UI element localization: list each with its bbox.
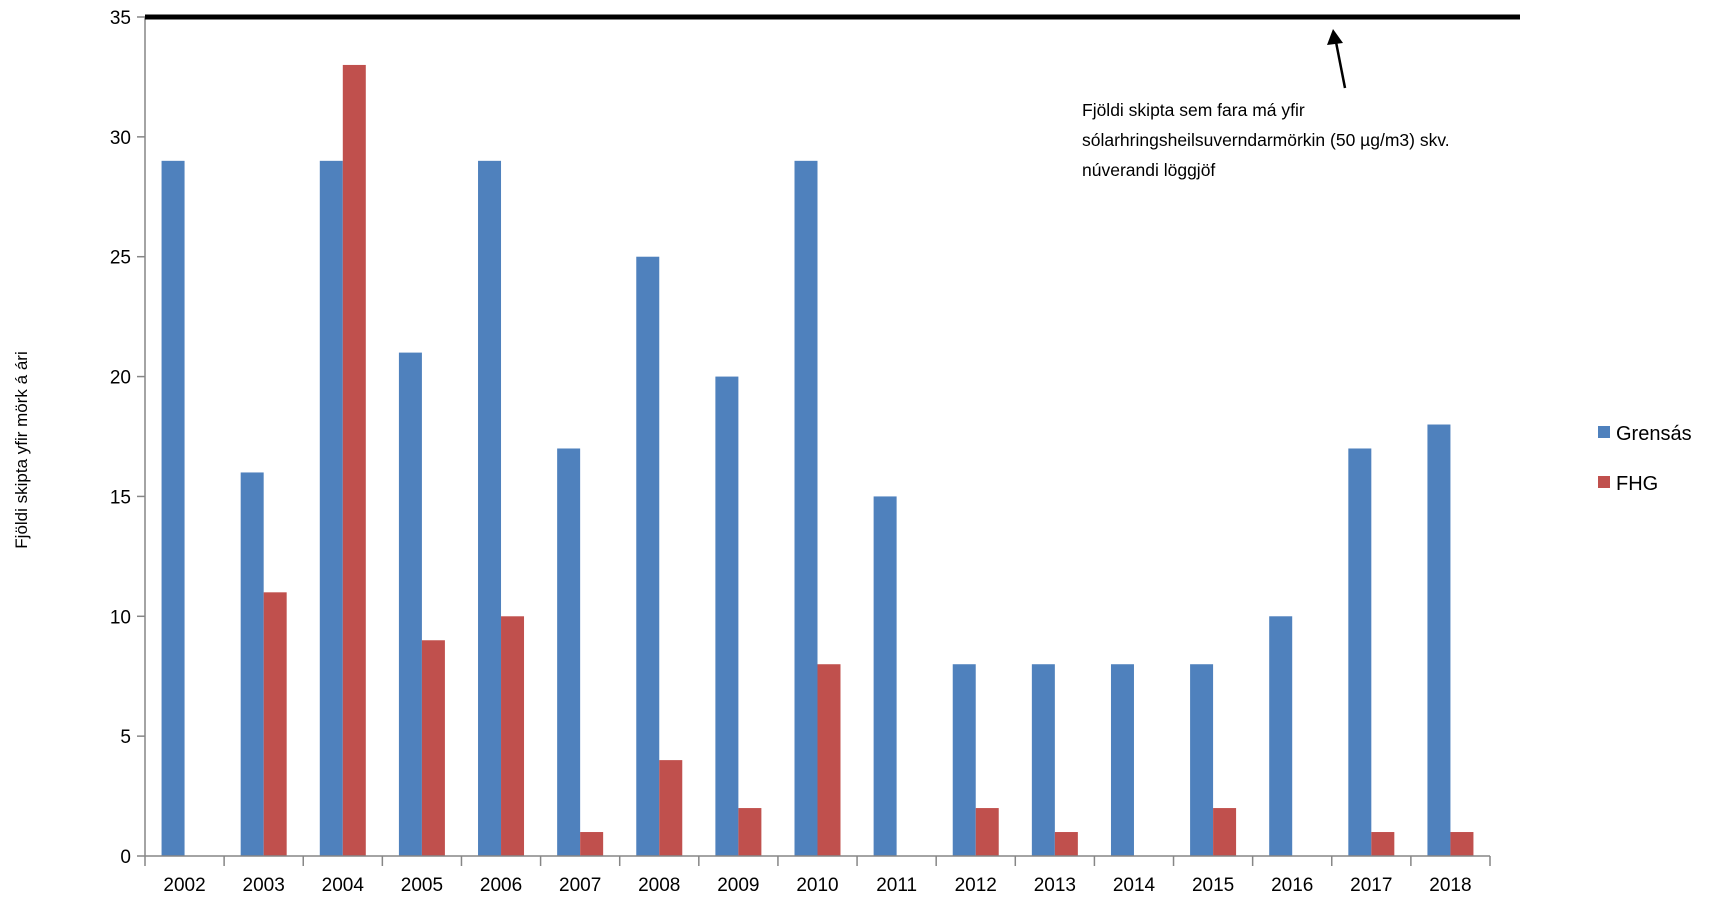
bar-fhg-2018 xyxy=(1450,832,1474,856)
legend-swatch-grensas xyxy=(1598,426,1610,438)
bar-grensas-2015 xyxy=(1190,664,1214,856)
bar-grensas-2010 xyxy=(794,160,818,857)
bar-grensas-2018 xyxy=(1427,424,1451,856)
x-tick-label: 2003 xyxy=(243,875,285,896)
y-tick-label: 0 xyxy=(120,847,131,868)
y-tick-label: 30 xyxy=(110,128,131,149)
x-tick-label: 2006 xyxy=(480,875,522,896)
bar-fhg-2009 xyxy=(738,808,762,856)
x-tick-label: 2014 xyxy=(1113,875,1156,896)
legend-label-grensas: Grensás xyxy=(1616,423,1692,445)
bar-grensas-2002 xyxy=(161,160,185,857)
y-tick-label: 35 xyxy=(110,8,131,29)
x-tick-label: 2016 xyxy=(1271,875,1313,896)
bar-fhg-2007 xyxy=(580,832,604,856)
x-tick-label: 2011 xyxy=(876,875,917,896)
y-tick-label: 15 xyxy=(110,487,131,508)
y-tick-label: 25 xyxy=(110,248,131,269)
x-tick-label: 2009 xyxy=(717,875,759,896)
annotation-line-2: sólarhringsheilsuverndarmörkin (50 µg/m3… xyxy=(1082,130,1450,150)
annotation-line-1: Fjöldi skipta sem fara má yfir xyxy=(1082,100,1305,120)
legend-label-fhg: FHG xyxy=(1616,473,1658,495)
bar-grensas-2013 xyxy=(1031,664,1055,856)
bars-layer xyxy=(161,64,1474,857)
bar-fhg-2003 xyxy=(263,592,287,856)
bar-fhg-2015 xyxy=(1213,808,1237,856)
x-tick-label: 2007 xyxy=(559,875,601,896)
bar-grensas-2005 xyxy=(398,352,422,856)
bar-grensas-2006 xyxy=(478,160,502,857)
y-tick-label: 5 xyxy=(120,727,131,748)
bar-grensas-2011 xyxy=(873,496,897,856)
annotation: Fjöldi skipta sem fara má yfir sólarhrin… xyxy=(1082,29,1450,180)
annotation-arrow xyxy=(1334,41,1347,89)
y-axis-label: Fjöldi skipta yfir mörk á ári xyxy=(12,351,31,548)
bar-grensas-2004 xyxy=(319,160,343,857)
bar-fhg-2013 xyxy=(1054,832,1078,856)
x-tick-label: 2005 xyxy=(401,875,443,896)
annotation-line-3: núverandi löggjöf xyxy=(1082,160,1215,180)
x-tick-label: 2017 xyxy=(1350,875,1392,896)
bar-grensas-2012 xyxy=(952,664,976,856)
bar-grensas-2017 xyxy=(1348,448,1372,856)
annotation-arrowhead xyxy=(1327,29,1343,45)
bar-fhg-2005 xyxy=(421,640,445,856)
bar-fhg-2012 xyxy=(975,808,999,856)
bar-grensas-2008 xyxy=(636,256,660,856)
bar-grensas-2014 xyxy=(1110,664,1134,856)
bar-fhg-2017 xyxy=(1371,832,1395,856)
legend-swatch-fhg xyxy=(1598,476,1610,488)
x-tick-label: 2013 xyxy=(1034,875,1076,896)
bar-grensas-2009 xyxy=(715,376,739,856)
y-tick-label: 20 xyxy=(110,368,131,389)
x-tick-label: 2010 xyxy=(796,875,838,896)
x-ticks: 2002 2003 2004 2005 2006 2007 2008 2009 2010 2011… xyxy=(144,856,1491,896)
x-tick-label: 2002 xyxy=(163,875,205,896)
x-tick-label: 2018 xyxy=(1429,875,1471,896)
legend: Grensás FHG xyxy=(1598,423,1692,495)
bar-fhg-2006 xyxy=(501,616,525,856)
x-tick-label: 2008 xyxy=(638,875,680,896)
bar-grensas-2003 xyxy=(240,472,264,856)
y-tick-label: 10 xyxy=(110,607,131,628)
x-tick-label: 2004 xyxy=(322,875,365,896)
axes xyxy=(144,17,1490,857)
x-tick-label: 2015 xyxy=(1192,875,1234,896)
bar-fhg-2008 xyxy=(659,760,683,856)
bar-fhg-2004 xyxy=(342,64,366,856)
bar-grensas-2016 xyxy=(1269,616,1293,856)
y-ticks: 0 5 10 15 20 25 30 35 xyxy=(110,8,145,868)
x-tick-label: 2012 xyxy=(955,875,997,896)
bar-fhg-2010 xyxy=(817,664,841,856)
bar-grensas-2007 xyxy=(557,448,581,856)
